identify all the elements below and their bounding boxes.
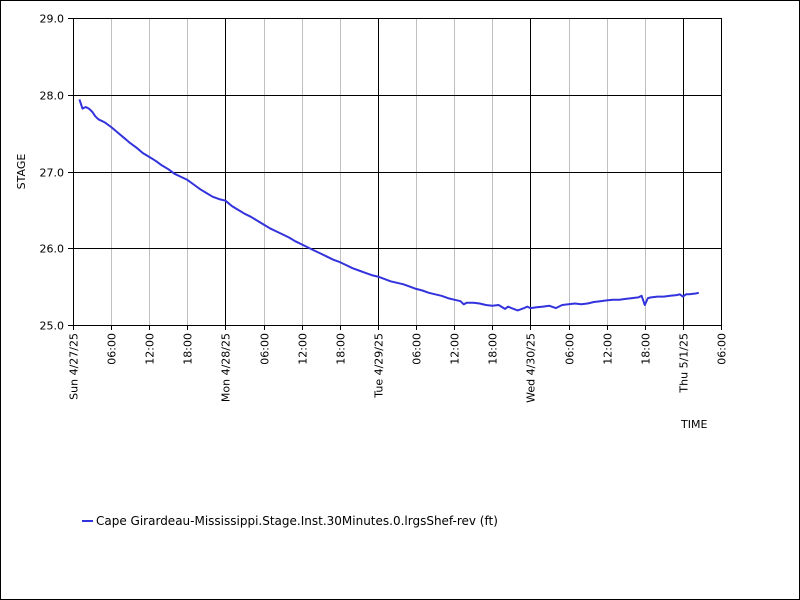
series-line (78, 99, 700, 312)
y-tick-label: 25.0 (40, 320, 65, 333)
x-tick-label: Sun 4/27/25 (68, 333, 81, 400)
y-axis-label: STAGE (15, 154, 28, 190)
legend: Cape Girardeau-Mississippi.Stage.Inst.30… (82, 514, 498, 528)
series-layer (78, 99, 700, 312)
legend-swatch (82, 520, 93, 522)
x-tick-label: 06:00 (259, 333, 272, 365)
x-tick-label: 06:00 (411, 333, 424, 365)
x-tick-label: 12:00 (602, 333, 615, 365)
tick-layer: Sun 4/27/25 06:00 12:00 18:00 Mon 4/28/25 06:… (40, 13, 729, 403)
grid-layer (73, 18, 721, 325)
x-tick-label: 18:00 (487, 333, 500, 365)
x-tick-label: 18:00 (335, 333, 348, 365)
x-tick-label: 06:00 (106, 333, 119, 365)
y-tick-label: 26.0 (40, 243, 65, 256)
x-tick-label: 12:00 (144, 333, 157, 365)
x-tick-label: 18:00 (640, 333, 653, 365)
x-tick-label: 06:00 (716, 333, 729, 365)
x-tick-label: 12:00 (297, 333, 310, 365)
y-tick-label: 27.0 (40, 167, 65, 180)
legend-label: Cape Girardeau-Mississippi.Stage.Inst.30… (96, 514, 498, 528)
x-tick-label: Tue 4/29/25 (373, 333, 386, 399)
x-tick-label: Thu 5/1/25 (678, 333, 691, 394)
x-tick-label: Wed 4/30/25 (525, 333, 538, 403)
x-tick-label: 18:00 (182, 333, 195, 365)
plot-area (73, 18, 722, 326)
x-axis-label: TIME (680, 418, 707, 431)
x-tick-label: Mon 4/28/25 (220, 333, 233, 402)
y-tick-label: 29.0 (40, 13, 65, 26)
y-tick-label: 28.0 (40, 90, 65, 103)
x-tick-label: 12:00 (449, 333, 462, 365)
x-tick-label: 06:00 (564, 333, 577, 365)
